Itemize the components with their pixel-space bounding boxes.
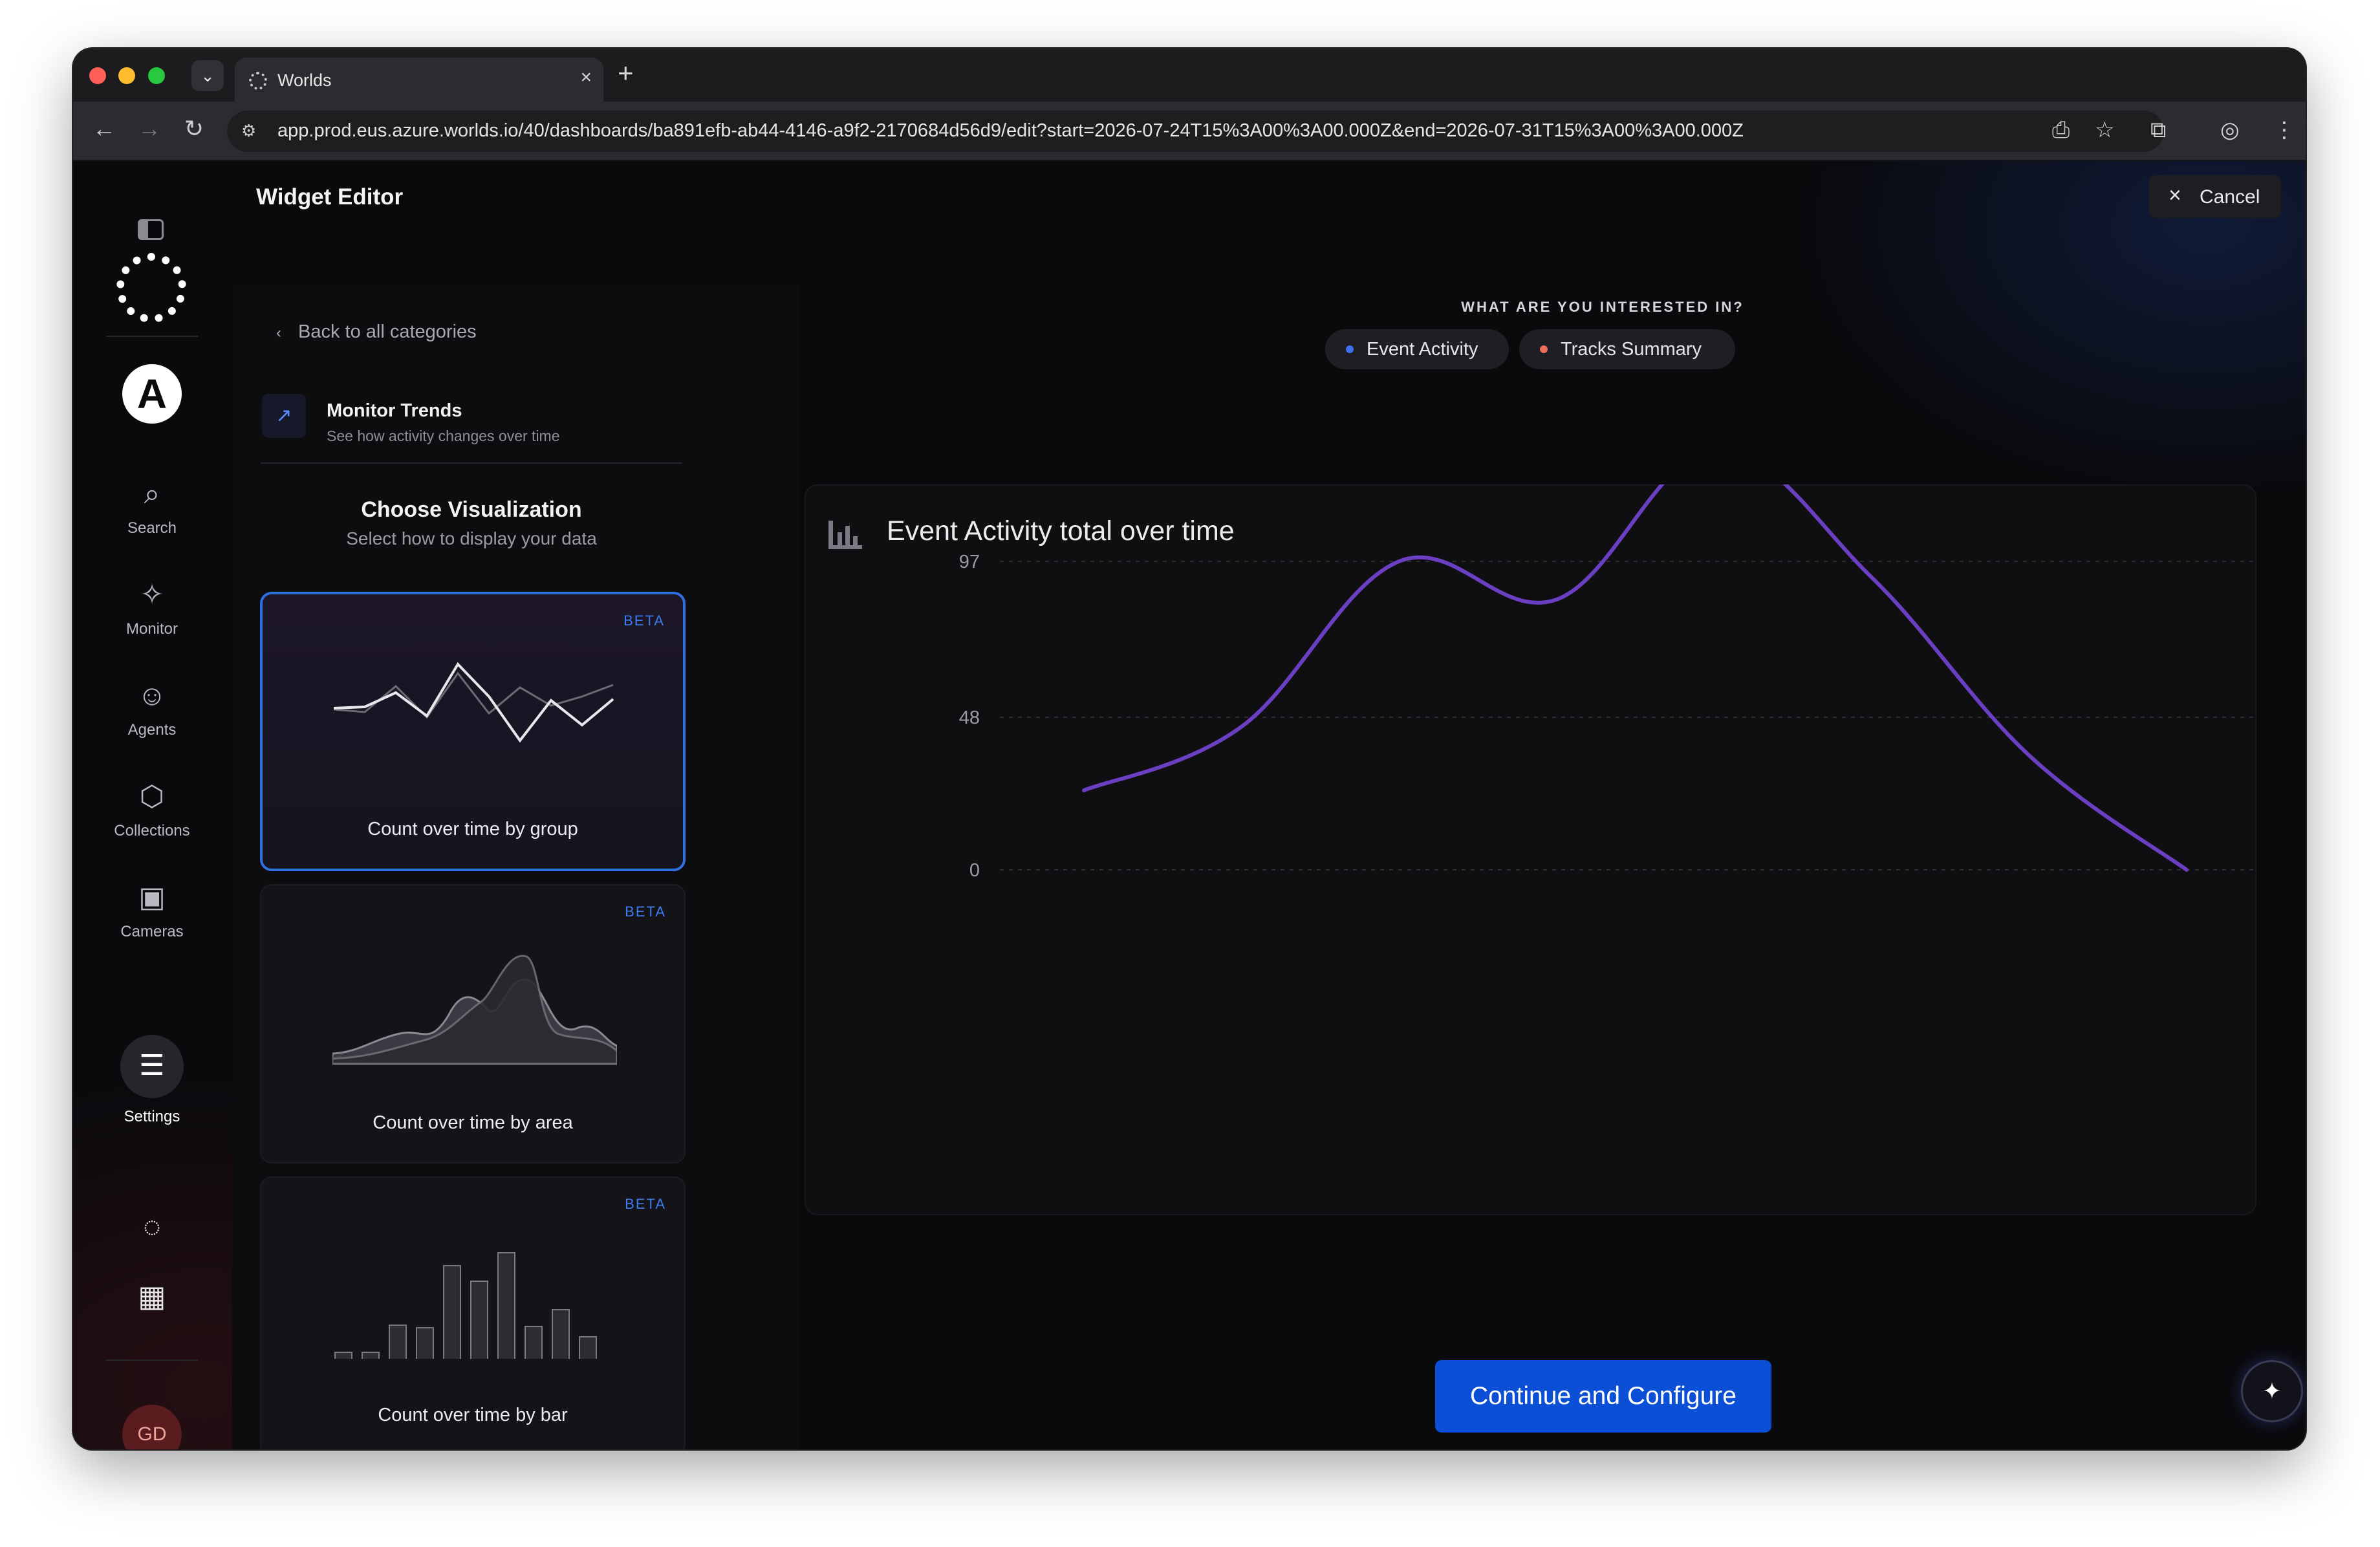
- robot-icon: ☺: [137, 680, 167, 711]
- sidebar-item-label: Collections: [114, 822, 190, 839]
- sliders-icon: ☰: [139, 1050, 165, 1081]
- sidebar-divider: [106, 1359, 198, 1361]
- chip-label: Event Activity: [1367, 339, 1478, 360]
- back-arrow-icon[interactable]: ←: [92, 115, 116, 142]
- trend-icon: ↗: [262, 394, 306, 438]
- continue-configure-button[interactable]: Continue and Configure: [1435, 1360, 1771, 1433]
- sidebar-item-monitor[interactable]: ✧ Monitor: [94, 579, 210, 638]
- sidebar-item-settings[interactable]: ☰ Settings: [94, 1050, 210, 1126]
- worlds-favicon-icon: [249, 72, 267, 90]
- viz-option-bar[interactable]: BETA Count over time by bar: [260, 1176, 686, 1449]
- org-avatar[interactable]: A: [122, 364, 182, 424]
- chip-tracks-summary[interactable]: Tracks Summary: [1519, 329, 1735, 369]
- tab-title: Worlds: [277, 70, 332, 90]
- site-settings-icon[interactable]: ⚙: [241, 121, 257, 140]
- browser-tab[interactable]: Worlds ×: [235, 58, 603, 102]
- loading-ring-icon[interactable]: ◌: [143, 1209, 161, 1243]
- maximize-window-button[interactable]: [148, 67, 165, 84]
- line-chart: 04897145Jul 24Jul 25Jul 26Jul 27Jul 28Ju…: [959, 484, 2256, 881]
- viz-option-area[interactable]: BETA Count over time by area: [260, 884, 686, 1163]
- back-link-label: Back to all categories: [298, 321, 477, 342]
- cancel-label: Cancel: [2200, 186, 2260, 208]
- search-icon: ⌕: [144, 478, 160, 510]
- chip-event-activity[interactable]: Event Activity: [1325, 329, 1509, 369]
- sidebar-item-label: Monitor: [125, 620, 178, 638]
- chip-label: Tracks Summary: [1561, 339, 1702, 360]
- ai-assistant-sparkle-icon[interactable]: ✦: [2241, 1360, 2303, 1422]
- reload-icon[interactable]: ↻: [184, 115, 204, 142]
- interest-label: WHAT ARE YOU INTERESTED IN?: [1461, 299, 1744, 315]
- line-chart-thumbnail-icon: [334, 662, 614, 743]
- worlds-logo-icon[interactable]: [116, 253, 186, 323]
- red-dot-icon: [1540, 345, 1548, 353]
- cancel-button[interactable]: × Cancel: [2149, 175, 2281, 218]
- viz-option-label: Count over time by group: [367, 819, 578, 839]
- series-line-event-activity: [1082, 484, 2189, 872]
- y-tick-label: 48: [959, 708, 980, 728]
- minimize-window-button[interactable]: [118, 67, 135, 84]
- beta-badge: BETA: [623, 612, 665, 629]
- app-area: A ⌕ Search ✧ Monitor ☺ Agents ⬡ Collecti…: [73, 161, 2306, 1449]
- sidebar-item-label: Settings: [124, 1108, 180, 1125]
- page-title: Widget Editor: [256, 184, 404, 210]
- viz-title: Choose Visualization: [361, 497, 582, 522]
- camera-icon: ▣: [138, 882, 166, 913]
- sidebar-item-label: Cameras: [120, 923, 184, 940]
- close-window-button[interactable]: [89, 67, 106, 84]
- chart-title: Event Activity total over time: [887, 515, 1235, 546]
- address-bar[interactable]: ⚙ app.prod.eus.azure.worlds.io/40/dashbo…: [227, 111, 2164, 152]
- sidebar-item-cameras[interactable]: ▣ Cameras: [94, 882, 210, 941]
- settings-highlight: [120, 1035, 184, 1098]
- new-tab-button[interactable]: +: [618, 58, 634, 88]
- chevron-down-icon: ⌄: [200, 66, 215, 85]
- sidebar: A ⌕ Search ✧ Monitor ☺ Agents ⬡ Collecti…: [94, 180, 210, 1449]
- sidebar-item-agents[interactable]: ☺ Agents: [94, 680, 210, 739]
- beta-badge: BETA: [625, 1196, 666, 1212]
- more-menu-icon[interactable]: ⋮: [2273, 118, 2295, 142]
- viz-subtitle: Select how to display your data: [346, 528, 597, 548]
- close-icon: ×: [2169, 183, 2181, 208]
- browser-toolbar: ← → ↻ ⚙ app.prod.eus.azure.worlds.io/40/…: [73, 102, 2306, 161]
- y-tick-label: 0: [969, 860, 980, 881]
- sidebar-item-label: Search: [127, 519, 177, 537]
- chevron-left-icon: ‹: [276, 324, 281, 341]
- viz-option-group[interactable]: BETA Count over time by group: [260, 592, 686, 871]
- area-chart-thumbnail-icon: [332, 955, 617, 1065]
- back-to-categories-link[interactable]: ‹ Back to all categories: [276, 321, 477, 343]
- bookmark-star-icon[interactable]: ☆: [2095, 118, 2115, 142]
- tab-close-icon[interactable]: ×: [580, 67, 592, 88]
- category-subtitle: See how activity changes over time: [327, 427, 560, 444]
- blue-dot-icon: [1346, 345, 1354, 353]
- browser-window: ⌄ Worlds × + ← → ↻ ⚙ app.prod.eus.azure.…: [73, 49, 2306, 1449]
- install-app-icon[interactable]: ⎙: [2052, 118, 2070, 142]
- tab-search-dropdown[interactable]: ⌄: [191, 60, 224, 91]
- tab-bar: ⌄ Worlds × +: [73, 49, 2306, 102]
- chart-card: [805, 484, 2256, 1215]
- user-avatar[interactable]: GD: [122, 1405, 182, 1449]
- viz-option-label: Count over time by area: [373, 1112, 573, 1133]
- sidebar-item-search[interactable]: ⌕ Search: [94, 478, 210, 537]
- building-icon[interactable]: ▦: [138, 1279, 166, 1313]
- y-tick-label: 97: [959, 552, 980, 572]
- beta-badge: BETA: [625, 903, 666, 920]
- forward-arrow-icon[interactable]: →: [138, 115, 161, 142]
- sidebar-item-collections[interactable]: ⬡ Collections: [94, 781, 210, 840]
- bar-chart-thumbnail-icon: [334, 1252, 597, 1359]
- bar-chart-icon: [828, 521, 862, 549]
- url-text: app.prod.eus.azure.worlds.io/40/dashboar…: [277, 120, 1744, 141]
- sidebar-item-label: Agents: [127, 721, 177, 739]
- collections-icon: ⬡: [139, 781, 165, 812]
- profile-icon[interactable]: ◎: [2220, 118, 2240, 142]
- category-title: Monitor Trends: [327, 400, 462, 421]
- extensions-icon[interactable]: ⧉: [2150, 118, 2167, 142]
- sidebar-divider: [106, 336, 198, 337]
- viz-option-label: Count over time by bar: [378, 1405, 568, 1425]
- category-divider: [261, 462, 682, 464]
- sidebar-toggle-icon[interactable]: [138, 219, 164, 240]
- monitor-icon: ✧: [140, 579, 164, 611]
